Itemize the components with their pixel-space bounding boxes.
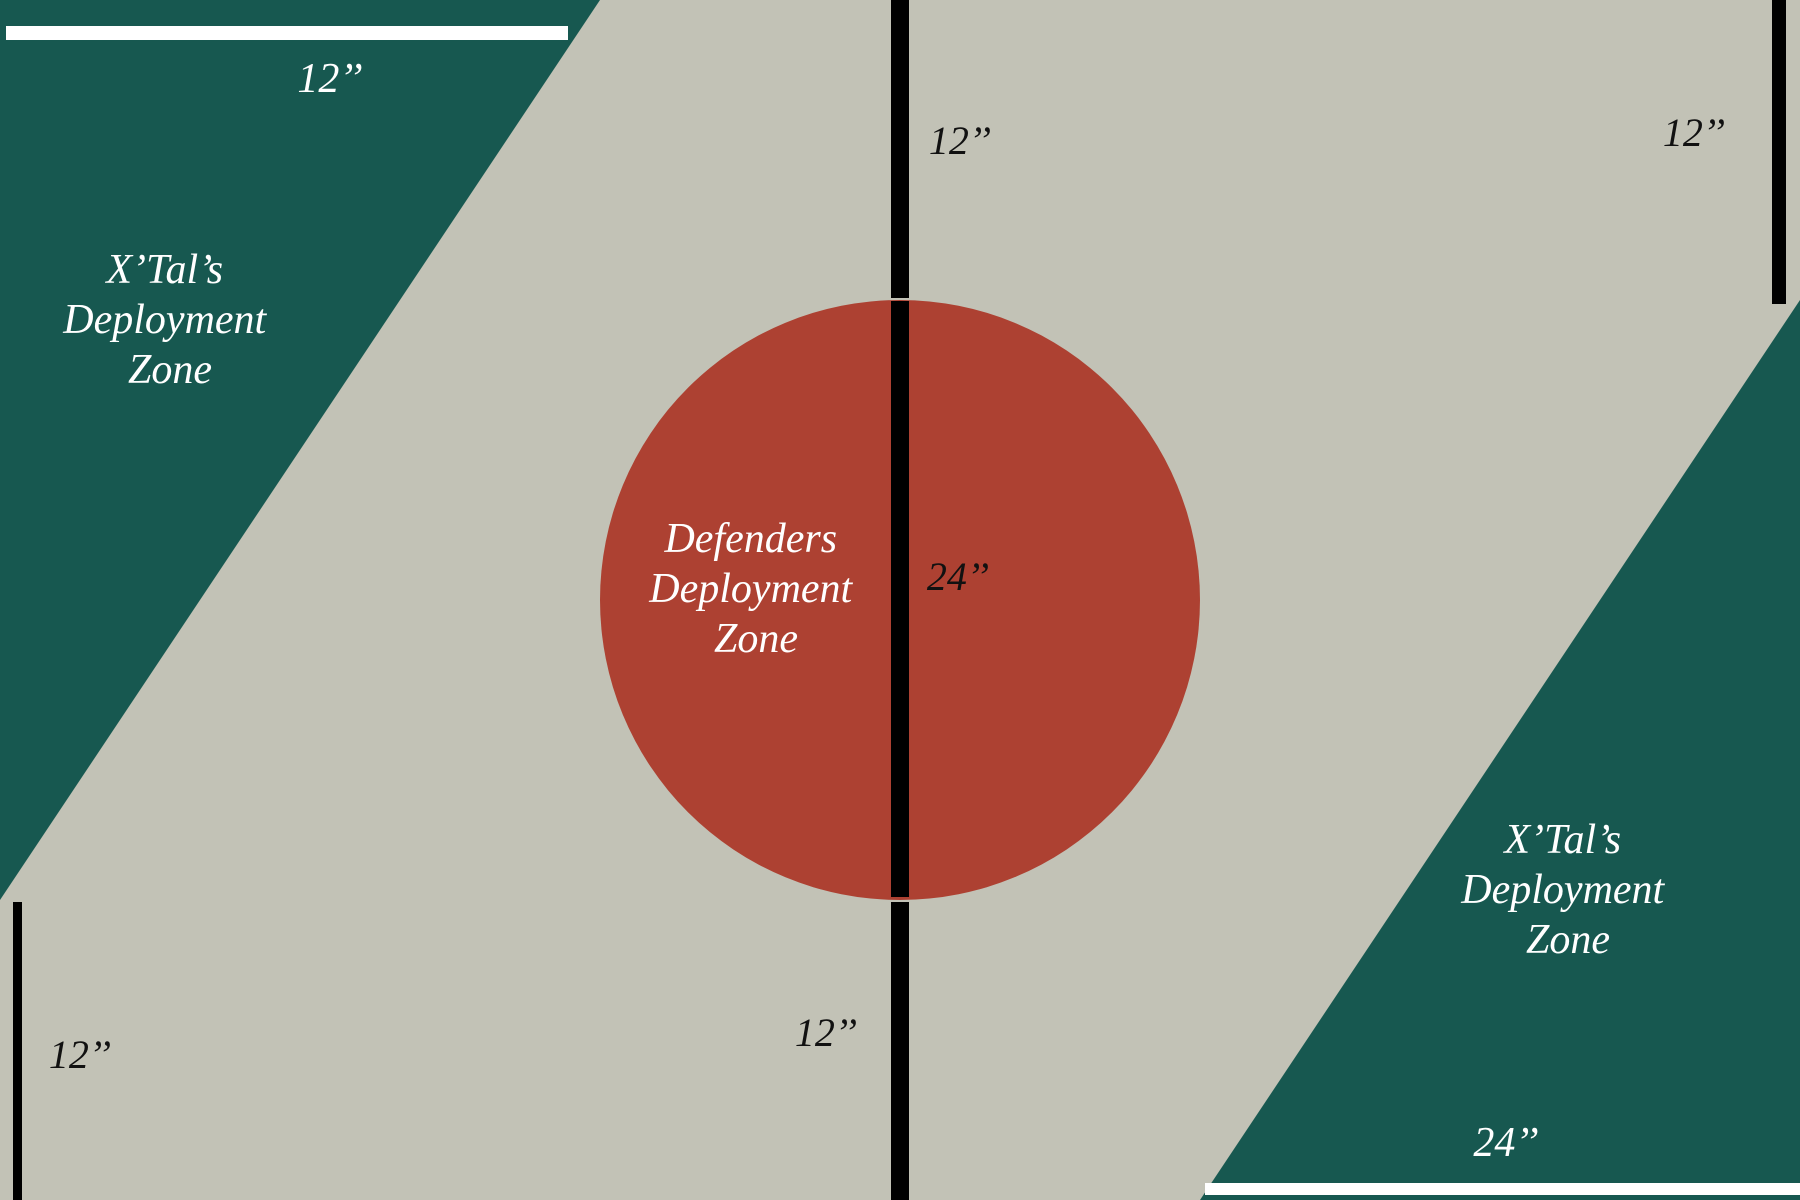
attacker-zone-top-left-line3: Zone [128,347,212,393]
defender-zone-line2: Deployment [648,566,853,612]
top-right-label: 12’’ [1663,110,1725,155]
defender-zone-line3: Zone [714,616,798,662]
defender-zone-label: Defenders Deployment Zone [648,516,862,662]
defender-zone-line1: Defenders [663,516,837,562]
attacker-zone-top-left [0,0,600,900]
top-left-edge-label: 12’’ [297,56,362,102]
bottom-right-edge-label: 24’’ [1473,1120,1538,1166]
center-top-marker [891,0,909,298]
circle-diameter-label: 24’’ [927,554,989,599]
attacker-zone-top-left-line1: X’Tal’s [104,247,223,293]
attacker-zone-bottom-right-label: X’Tal’s Deployment Zone [1460,817,1674,963]
circle-diameter-marker [891,301,909,897]
center-bottom-label: 12’’ [795,1010,857,1055]
bottom-left-label: 12’’ [49,1032,111,1077]
attacker-zone-bottom-right-line3: Zone [1526,917,1610,963]
center-top-label: 12’’ [929,118,991,163]
attacker-zone-bottom-right [1200,300,1800,1200]
bottom-left-marker [13,902,22,1200]
attacker-zone-bottom-right-line2: Deployment [1460,867,1665,913]
top-right-marker [1772,0,1786,304]
attacker-zone-top-left-label: X’Tal’s Deployment Zone [62,247,276,393]
attacker-zone-top-left-line2: Deployment [62,297,267,343]
top-left-edge-marker [6,26,568,40]
center-bottom-marker [891,902,909,1200]
bottom-right-edge-marker [1205,1183,1800,1195]
attacker-zone-bottom-right-line1: X’Tal’s [1502,817,1621,863]
